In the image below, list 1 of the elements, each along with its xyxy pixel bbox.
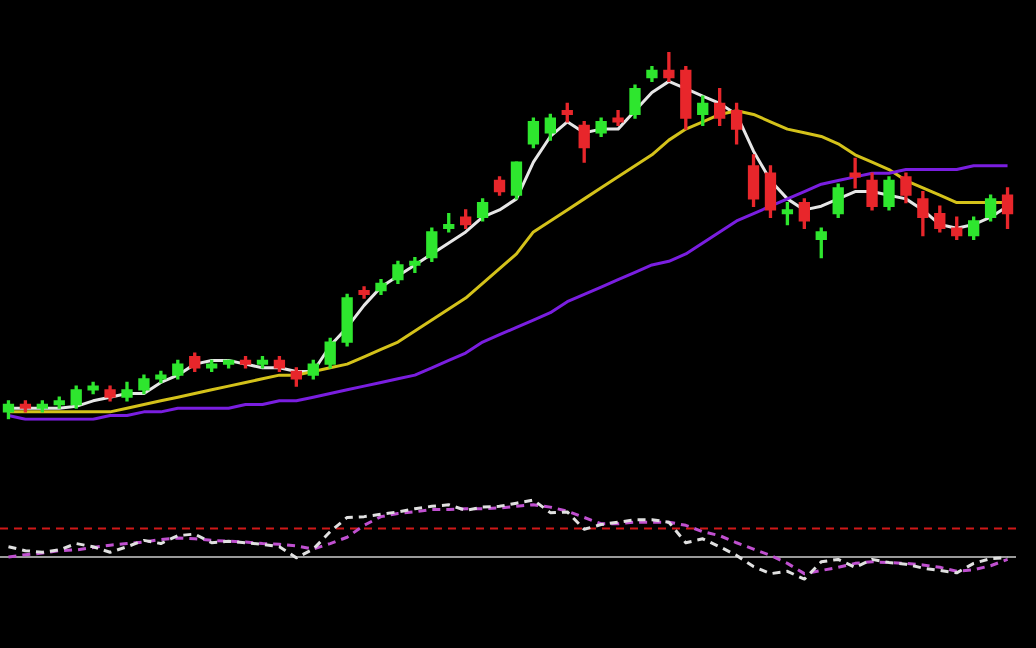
candlestick [849, 157, 861, 189]
